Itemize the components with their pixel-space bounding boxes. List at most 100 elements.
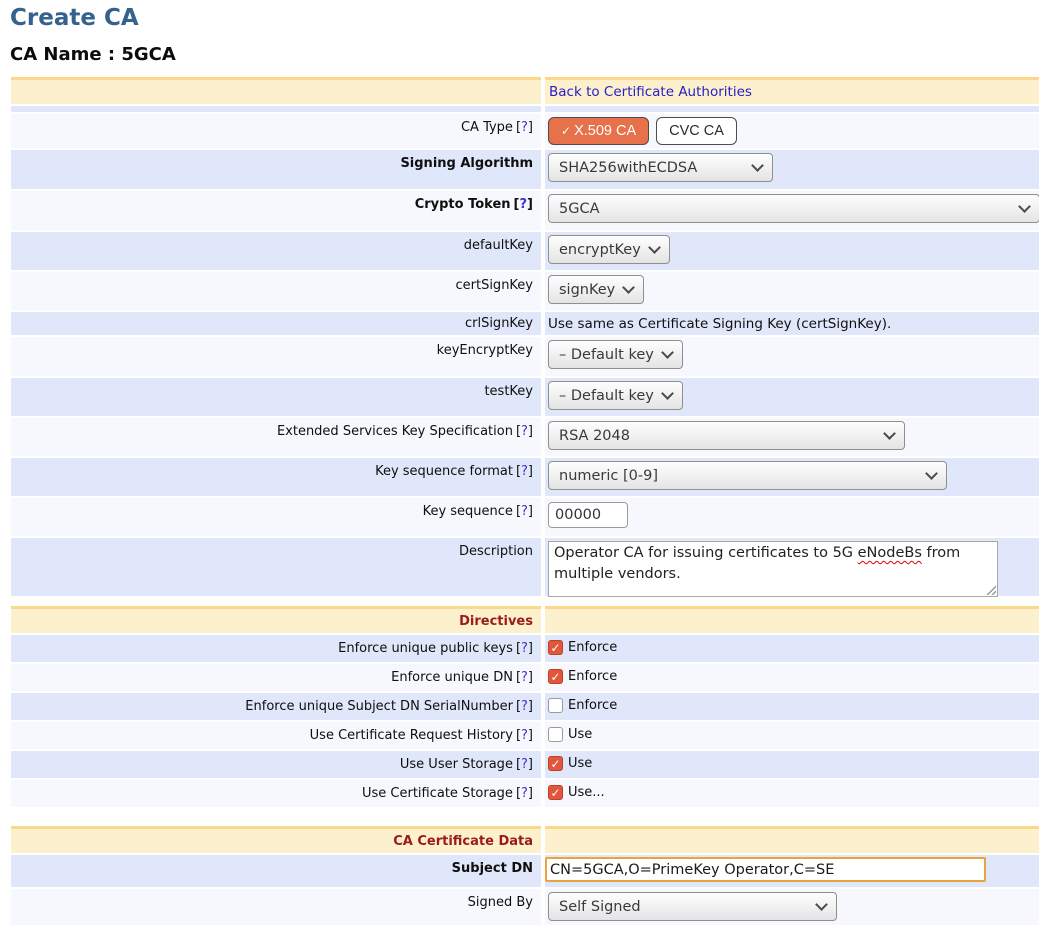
description-textarea[interactable]: Operator CA for issuing certificates to … <box>548 541 998 598</box>
row-cert-sign-key: certSignKey signKey <box>11 272 1039 310</box>
test-key-label: testKey <box>484 384 533 399</box>
use-user-storage-label: Use User Storage [?] <box>399 757 533 772</box>
help-question-link[interactable]: ? <box>521 728 528 743</box>
row-key-encrypt-key: keyEncryptKey – Default key <box>11 337 1039 376</box>
row-ca-type: CA Type [?] ✓ X.509 CA CVC CA <box>11 114 1039 148</box>
test-key-select[interactable]: – Default key <box>548 381 683 410</box>
use-certificate-request-history-label: Use Certificate Request History [?] <box>309 728 533 743</box>
check-icon: ✓ <box>561 124 572 138</box>
use-certificate-storage-checkbox[interactable]: ✓ <box>548 785 563 800</box>
extended-services-key-spec-select[interactable]: RSA 2048 <box>548 421 905 450</box>
resize-handle-icon[interactable] <box>985 584 996 596</box>
signing-algorithm-label: Signing Algorithm <box>400 156 533 171</box>
ca-certificate-data-section: CA Certificate Data Subject DN Signed By… <box>11 826 1039 925</box>
chevron-down-icon <box>815 898 828 911</box>
create-ca-form: Back to Certificate Authorities CA Type[… <box>11 77 1039 925</box>
help-question-link[interactable]: ? <box>521 424 528 439</box>
ca-certificate-data-title: CA Certificate Data <box>393 833 533 849</box>
chevron-down-icon <box>647 241 661 254</box>
subject-dn-label: Subject DN <box>451 861 533 876</box>
x509-ca-button[interactable]: ✓ X.509 CA <box>548 117 650 145</box>
help-question-link[interactable]: ? <box>521 757 528 772</box>
cert-sign-key-select[interactable]: signKey <box>548 275 645 304</box>
use-certificate-storage-label: Use Certificate Storage [?] <box>361 786 533 801</box>
row-enforce-unique-public-keys: Enforce unique public keys [?] ✓ Enforce <box>11 635 1039 662</box>
help-question-link[interactable]: ? <box>521 120 528 135</box>
checkbox-label: Enforce <box>568 640 618 655</box>
use-certificate-request-history-checkbox[interactable]: ✓ <box>548 727 563 742</box>
key-sequence-label: Key sequence [?] <box>422 504 533 519</box>
chevron-down-icon <box>660 387 674 400</box>
row-key-sequence: Key sequence [?] <box>11 498 1039 536</box>
enforce-unique-public-keys-checkbox[interactable]: ✓ <box>548 640 563 655</box>
chevron-down-icon <box>751 159 764 172</box>
general-section: Back to Certificate Authorities CA Type[… <box>11 77 1039 598</box>
description-label: Description <box>458 544 533 559</box>
row-subject-dn: Subject DN <box>11 855 1039 887</box>
enforce-unique-dn-checkbox[interactable]: ✓ <box>548 669 563 684</box>
key-sequence-input[interactable] <box>548 502 628 528</box>
row-use-certificate-request-history: Use Certificate Request History[?] ✓ Use <box>11 722 1039 749</box>
chevron-down-icon <box>925 467 938 480</box>
crl-sign-key-label: crlSignKey <box>464 316 533 331</box>
ca-type-label: CA Type [?] <box>460 120 533 135</box>
ca-type-button-group: ✓ X.509 CA CVC CA <box>548 117 737 145</box>
row-enforce-unique-subject-dn-serialnumber: Enforce unique Subject DN SerialNumber [?… <box>11 693 1039 720</box>
key-sequence-format-select[interactable]: numeric [0-9] <box>548 461 947 490</box>
back-to-certificate-authorities-link[interactable]: Back to Certificate Authorities <box>549 84 752 100</box>
chevron-down-icon <box>622 281 636 294</box>
help-question-link[interactable]: ? <box>521 641 528 656</box>
key-encrypt-key-label: keyEncryptKey <box>436 343 533 358</box>
check-icon: ✓ <box>550 756 561 771</box>
chevron-down-icon <box>660 346 674 359</box>
row-use-certificate-storage: Use Certificate Storage [?] ✓ Use... <box>11 780 1039 807</box>
help-question-link[interactable]: ? <box>521 504 528 519</box>
help-question-link[interactable]: ? <box>521 670 528 685</box>
help-question-link[interactable]: ? <box>521 786 528 801</box>
spacer-row <box>11 106 1039 112</box>
enforce-unique-dn-label: Enforce unique DN [?] <box>391 670 533 685</box>
checkbox-label: Use <box>568 727 593 742</box>
cert-sign-key-label: certSignKey <box>455 278 533 293</box>
ca-name-heading: CA Name : 5GCA <box>10 44 176 65</box>
header-cell-link: Back to Certificate Authorities <box>545 77 1039 104</box>
signed-by-select[interactable]: Self Signed <box>548 892 837 921</box>
header-cell-empty <box>11 77 541 104</box>
key-sequence-format-label: Key sequence format [?] <box>375 464 533 479</box>
use-user-storage-checkbox[interactable]: ✓ <box>548 756 563 771</box>
signed-by-label: Signed By <box>467 895 533 910</box>
row-use-user-storage: Use User Storage [?] ✓ Use <box>11 751 1039 778</box>
key-encrypt-key-select[interactable]: – Default key <box>548 340 683 369</box>
signing-algorithm-select[interactable]: SHA256withECDSA <box>548 153 773 182</box>
row-default-key: defaultKey encryptKey <box>11 232 1039 270</box>
enforce-unique-subject-dn-serialnumber-label: Enforce unique Subject DN SerialNumber [?… <box>245 699 533 714</box>
enforce-unique-subject-dn-serialnumber-checkbox[interactable]: ✓ <box>548 698 563 713</box>
default-key-select[interactable]: encryptKey <box>548 235 670 264</box>
default-key-label: defaultKey <box>463 238 533 253</box>
row-description: Description Operator CA for issuing cert… <box>11 538 1039 598</box>
directives-header-row: Directives <box>11 606 1039 633</box>
help-link: [?] <box>515 120 533 135</box>
row-signing-algorithm: Signing Algorithm SHA256withECDSA <box>11 150 1039 189</box>
checkbox-label: Use <box>568 756 593 771</box>
subject-dn-input[interactable] <box>545 857 986 882</box>
page-title: Create CA <box>10 5 139 31</box>
ca-certificate-data-header-row: CA Certificate Data <box>11 826 1039 853</box>
crl-sign-key-value: Use same as Certificate Signing Key (cer… <box>548 316 892 332</box>
chevron-down-icon <box>1018 200 1031 213</box>
checkbox-label: Enforce <box>568 669 618 684</box>
row-crypto-token: Crypto Token [?] 5GCA <box>11 191 1039 230</box>
help-question-link[interactable]: ? <box>521 699 528 714</box>
directives-title: Directives <box>459 613 533 629</box>
help-question-link[interactable]: ? <box>519 197 528 212</box>
crypto-token-select[interactable]: 5GCA <box>548 194 1039 223</box>
help-question-link[interactable]: ? <box>521 464 528 479</box>
extended-services-key-spec-label: Extended Services Key Specification [?] <box>276 424 533 439</box>
misspelled-word: eNodeBs <box>857 545 922 561</box>
cvc-ca-button[interactable]: CVC CA <box>656 117 737 145</box>
chevron-down-icon <box>883 427 896 440</box>
directives-section: Directives Enforce unique public keys [?]… <box>11 606 1039 807</box>
table-header-row: Back to Certificate Authorities <box>11 77 1039 104</box>
row-crl-sign-key: crlSignKey Use same as Certificate Signi… <box>11 312 1039 335</box>
enforce-unique-public-keys-label: Enforce unique public keys [?] <box>338 641 533 656</box>
